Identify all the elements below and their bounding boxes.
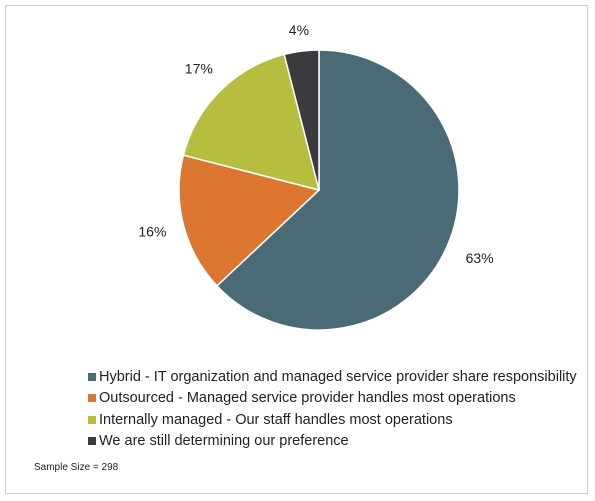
legend-item-outsourced: Outsourced - Managed service provider ha… bbox=[88, 388, 577, 410]
legend-label-outsourced: Outsourced - Managed service provider ha… bbox=[99, 390, 516, 407]
pie-slice-hybrid bbox=[215, 49, 460, 331]
pie-slice-internal bbox=[182, 53, 321, 192]
legend-swatch-internal bbox=[88, 415, 96, 424]
legend-swatch-outsourced bbox=[88, 394, 96, 403]
pie-label-undetermined: 4% bbox=[289, 22, 309, 38]
legend-item-internal: Internally managed - Our staff handles m… bbox=[88, 409, 577, 431]
legend-swatch-undetermined bbox=[88, 437, 96, 446]
legend-item-undetermined: We are still determining our preference bbox=[88, 431, 577, 453]
sample-size-note: Sample Size = 298 bbox=[34, 462, 119, 473]
legend-label-hybrid: Hybrid - IT organization and managed ser… bbox=[99, 368, 577, 385]
legend-label-undetermined: We are still determining our preference bbox=[99, 433, 349, 450]
pie-label-outsourced: 16% bbox=[138, 224, 166, 240]
legend-item-hybrid: Hybrid - IT organization and managed ser… bbox=[88, 366, 577, 388]
legend-swatch-hybrid bbox=[88, 372, 96, 381]
pie-label-internal: 17% bbox=[185, 61, 213, 77]
legend: Hybrid - IT organization and managed ser… bbox=[88, 366, 577, 452]
pie-slice-undetermined bbox=[283, 49, 320, 191]
pie-label-hybrid: 63% bbox=[466, 250, 494, 266]
legend-label-internal: Internally managed - Our staff handles m… bbox=[99, 411, 453, 428]
pie-slice-outsourced bbox=[178, 154, 321, 287]
